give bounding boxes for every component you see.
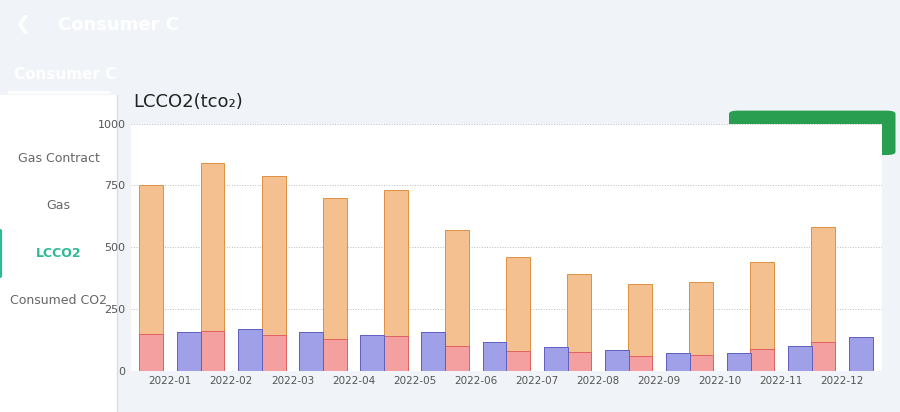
Bar [300, 332, 323, 371]
Text: Consumed CO2: Consumed CO2 [10, 295, 107, 307]
Text: Gas Contract: Gas Contract [18, 152, 99, 165]
Bar [751, 262, 774, 371]
Bar [445, 346, 469, 371]
Bar [788, 346, 812, 371]
Text: LCCO2(tco₂): LCCO2(tco₂) [133, 93, 243, 111]
Bar [751, 349, 774, 371]
Bar [360, 335, 384, 371]
Bar [605, 350, 629, 371]
Text: Gas: Gas [47, 199, 70, 212]
Bar [323, 339, 346, 371]
Bar [544, 347, 568, 371]
Bar [506, 351, 530, 371]
Bar [238, 329, 262, 371]
Bar [201, 163, 224, 371]
Bar [140, 185, 164, 371]
Bar [666, 353, 689, 371]
Bar [482, 342, 507, 371]
Bar [544, 347, 568, 371]
Bar [605, 350, 629, 371]
Text: Consumer C: Consumer C [58, 16, 179, 34]
Bar [421, 332, 446, 371]
Bar [262, 176, 285, 371]
Bar [628, 356, 652, 371]
Bar [506, 257, 530, 371]
Bar [666, 353, 689, 371]
Text: ❮: ❮ [14, 15, 31, 34]
Bar [689, 282, 713, 371]
Bar [323, 198, 346, 371]
FancyBboxPatch shape [0, 95, 117, 412]
Bar [727, 353, 751, 371]
Bar [628, 284, 652, 371]
Bar [177, 332, 201, 371]
Bar [812, 342, 835, 371]
Bar [849, 337, 873, 371]
Text: LCCO2: LCCO2 [36, 247, 81, 260]
Bar [177, 332, 201, 371]
Bar [383, 336, 408, 371]
Bar [812, 227, 835, 371]
Bar [140, 334, 164, 371]
Bar [262, 335, 285, 371]
Bar [567, 352, 591, 371]
Bar [360, 335, 384, 371]
Bar [201, 331, 224, 371]
Bar [689, 355, 713, 371]
Bar [849, 337, 873, 371]
Bar [300, 332, 323, 371]
Text: DATA INPUT: DATA INPUT [776, 128, 850, 138]
Bar [788, 346, 812, 371]
FancyBboxPatch shape [729, 111, 896, 155]
Bar [567, 274, 591, 371]
Bar [482, 342, 507, 371]
Bar [238, 329, 262, 371]
Bar [727, 353, 751, 371]
Bar [445, 230, 469, 371]
Bar [421, 332, 446, 371]
Bar [383, 190, 408, 371]
Text: Consumer C: Consumer C [14, 67, 116, 82]
